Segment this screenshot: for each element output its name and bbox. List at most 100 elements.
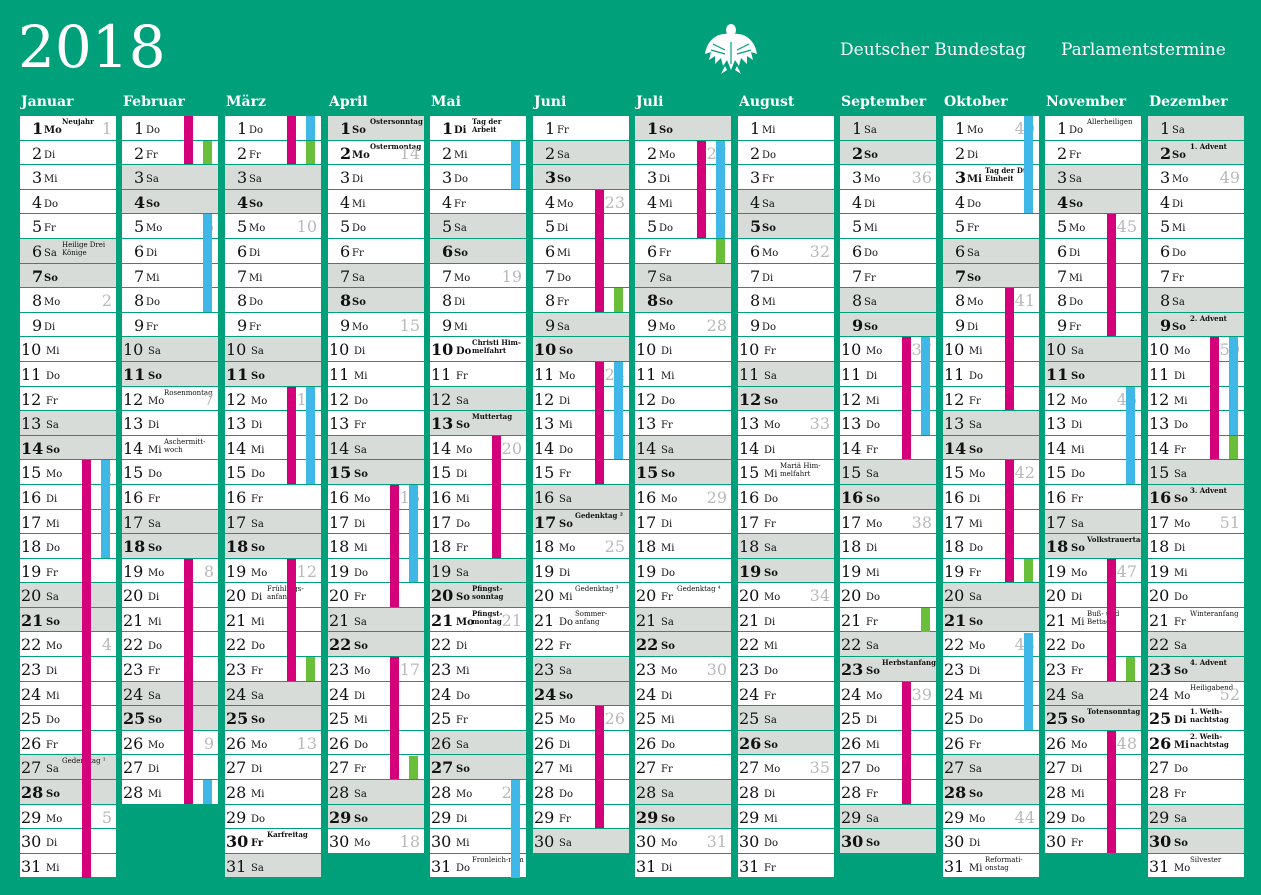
day-cell: 26 Sa xyxy=(430,730,526,756)
day-number: 7 xyxy=(545,266,556,286)
day-number: 19 xyxy=(841,561,862,581)
day-cell: 4 Di xyxy=(840,189,936,215)
weekday: Sa xyxy=(148,518,161,530)
day-number: 4 xyxy=(1057,192,1069,212)
weekday: Mi xyxy=(148,616,162,628)
weekday: Sa xyxy=(866,469,879,481)
weekday: Do xyxy=(148,469,163,481)
weekday: Di xyxy=(148,420,160,432)
weekday: Mi xyxy=(456,493,470,505)
day-number: 15 xyxy=(841,463,862,483)
day-number: 13 xyxy=(1046,414,1067,434)
day-cell: 22 Mi xyxy=(738,632,834,658)
session-bar-magenta xyxy=(184,116,193,165)
weekday: Mo xyxy=(559,543,576,555)
day-cell: 22 Fr xyxy=(533,632,629,658)
day-cell: 21 So xyxy=(943,607,1039,633)
weekday: Do xyxy=(1071,641,1086,653)
holiday-note: 4. Advent xyxy=(1190,658,1227,668)
weekday: Do xyxy=(1069,297,1084,309)
weekday: Di xyxy=(557,223,569,235)
session-bar-blue xyxy=(614,362,623,460)
weekday: Di xyxy=(969,838,981,850)
session-bar-blue xyxy=(511,780,520,878)
weekday: So xyxy=(44,272,58,284)
day-cell: 19 Mi xyxy=(840,558,936,584)
day-cell: 11 Fr xyxy=(430,361,526,387)
day-number: 3 xyxy=(955,168,967,188)
day-number: 25 xyxy=(226,709,249,729)
weekday: Fr xyxy=(557,125,569,136)
month-days: 1 Di Tag der Arbeit 2 Mi 3 Do 4 Fr 5 Sa 6 So 7 Mo 19 8 Di… xyxy=(430,116,526,879)
day-number: 25 xyxy=(841,709,862,729)
week-number: 17 xyxy=(399,660,420,680)
weekday: Mo xyxy=(559,370,576,382)
weekday: Sa xyxy=(44,247,57,259)
day-cell: 15 So xyxy=(328,460,424,485)
day-cell: 22 Do xyxy=(122,632,218,658)
session-bar-magenta xyxy=(697,140,706,238)
day-number: 28 xyxy=(431,783,452,803)
day-cell: 24 Mo Heiligabend 52 xyxy=(1148,681,1244,707)
weekday: So xyxy=(454,247,468,259)
day-number: 4 xyxy=(852,192,863,212)
day-number: 29 xyxy=(636,807,659,827)
day-number: 19 xyxy=(329,561,350,581)
month-days: 1 Do 2 Fr 3 Sa 4 So 5 Mo 10 6 Di 7 Mi 8 Do 9 Fr 10 Sa 11 So 12 M… xyxy=(225,116,321,879)
day-number: 17 xyxy=(1149,512,1170,532)
session-bar-magenta xyxy=(595,706,604,829)
week-number: 8 xyxy=(203,561,214,581)
day-cell: 5 Mi xyxy=(1148,214,1244,239)
weekday: Sa xyxy=(251,346,264,358)
day-cell: 5 Fr xyxy=(943,214,1039,239)
day-number: 27 xyxy=(21,758,42,778)
day-number: 5 xyxy=(852,217,863,237)
day-number: 29 xyxy=(431,807,452,827)
week-number: 20 xyxy=(501,438,522,458)
day-cell: 20 Do xyxy=(1148,583,1244,608)
day-cell: 2 Fr xyxy=(1045,140,1141,166)
week-number: 42 xyxy=(1014,463,1035,483)
session-bar-blue xyxy=(203,214,212,312)
weekday: Mi xyxy=(866,739,880,751)
weekday: Mo xyxy=(764,764,781,776)
week-number: 4 xyxy=(101,635,112,655)
day-number: 15 xyxy=(1046,463,1067,483)
day-number: 26 xyxy=(329,733,350,753)
day-cell: 1 So Ostersonntag xyxy=(328,116,424,141)
day-number: 20 xyxy=(841,586,862,606)
week-number: 33 xyxy=(809,414,830,434)
weekday: Fr xyxy=(354,592,366,604)
day-cell: 27 Do xyxy=(1148,755,1244,781)
day-cell: 30 Di xyxy=(20,829,116,854)
day-number: 2 xyxy=(545,143,556,163)
day-cell: 18 Do xyxy=(20,534,116,559)
weekday: Do xyxy=(559,616,574,628)
weekday: Di xyxy=(661,346,673,358)
holiday-note: Ostermontag xyxy=(370,141,422,151)
day-number: 7 xyxy=(1057,266,1068,286)
day-number: 18 xyxy=(534,537,555,557)
holiday-note: Gedenktag ⁴ xyxy=(677,585,721,594)
day-cell: 17 So Gedenktag ² xyxy=(533,509,629,535)
day-cell: 26 Mi 2. Weih-nachtstag xyxy=(1148,730,1244,756)
day-number: 4 xyxy=(647,192,658,212)
day-number: 20 xyxy=(226,586,247,606)
day-cell: 29 Sa xyxy=(1148,804,1244,830)
day-cell: 6 Di xyxy=(122,238,218,264)
month-name: Oktober xyxy=(944,94,1008,110)
day-number: 26 xyxy=(841,733,862,753)
day-cell: 9 Fr xyxy=(225,312,321,338)
day-number: 13 xyxy=(841,414,862,434)
day-number: 27 xyxy=(1046,758,1067,778)
session-bar-magenta xyxy=(390,657,399,780)
day-cell: 9 So 2. Advent xyxy=(1148,312,1244,338)
weekday: Sa xyxy=(46,764,59,776)
weekday: Mi xyxy=(1174,739,1189,751)
day-number: 16 xyxy=(944,487,965,507)
day-number: 20 xyxy=(636,586,657,606)
day-number: 3 xyxy=(1160,168,1171,188)
weekday: Mo xyxy=(251,739,268,751)
day-cell: 10 Mi xyxy=(943,337,1039,362)
day-cell: 17 Di xyxy=(635,509,731,535)
